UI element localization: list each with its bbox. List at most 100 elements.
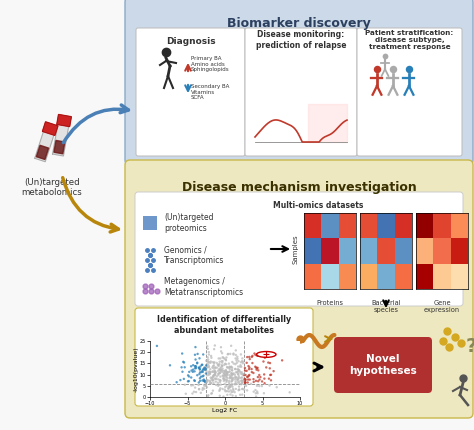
Y-axis label: -log10(pvalue): -log10(pvalue) xyxy=(133,346,138,392)
Point xyxy=(194,350,201,357)
Point xyxy=(211,369,219,376)
Point xyxy=(210,372,217,379)
Point xyxy=(211,375,219,382)
Point xyxy=(220,368,228,375)
Point xyxy=(217,364,225,371)
Point xyxy=(206,377,214,384)
Point xyxy=(210,372,218,378)
Point xyxy=(224,385,232,392)
Point xyxy=(210,369,218,375)
Point xyxy=(221,371,229,378)
Point xyxy=(236,375,244,381)
Point xyxy=(214,382,222,389)
Polygon shape xyxy=(36,145,49,160)
Point xyxy=(153,342,161,349)
Point xyxy=(200,378,208,384)
Text: Novel
hypotheses: Novel hypotheses xyxy=(349,354,417,376)
Point xyxy=(231,389,238,396)
Point xyxy=(267,372,275,378)
Point xyxy=(266,372,274,378)
Point xyxy=(245,372,253,379)
Point xyxy=(250,376,257,383)
Point xyxy=(237,369,245,375)
Point xyxy=(227,387,235,394)
Point xyxy=(208,390,216,396)
Point xyxy=(237,374,245,381)
Point xyxy=(204,364,211,371)
Point xyxy=(191,378,199,384)
Point xyxy=(184,378,192,385)
Point xyxy=(255,372,263,378)
Point xyxy=(225,378,233,384)
Point xyxy=(230,350,237,357)
Point xyxy=(228,374,235,381)
Point xyxy=(226,382,233,389)
Point xyxy=(211,368,219,375)
Point xyxy=(223,378,230,385)
Point xyxy=(190,388,198,395)
Point xyxy=(239,378,247,385)
Point xyxy=(228,389,235,396)
Point xyxy=(220,374,228,381)
Point xyxy=(204,358,212,365)
Point xyxy=(228,342,235,349)
Point xyxy=(217,373,224,380)
Point xyxy=(204,393,212,399)
Point xyxy=(219,385,227,392)
Text: Disease mechanism investigation: Disease mechanism investigation xyxy=(182,181,416,194)
Point xyxy=(193,360,201,367)
Point xyxy=(229,386,237,393)
Point xyxy=(210,365,217,372)
Point xyxy=(238,377,246,384)
Point xyxy=(266,365,273,372)
Point xyxy=(224,350,232,357)
Point xyxy=(235,386,243,393)
Point xyxy=(190,362,197,369)
Point xyxy=(226,366,234,372)
Point xyxy=(199,377,206,384)
Point xyxy=(232,361,239,368)
Point xyxy=(238,378,246,385)
Point xyxy=(252,387,259,393)
Point xyxy=(236,391,244,398)
Point xyxy=(242,382,250,389)
Point xyxy=(195,364,202,371)
Point xyxy=(261,354,269,361)
Point xyxy=(239,358,247,365)
Point xyxy=(226,379,233,386)
Point xyxy=(221,376,229,383)
Point xyxy=(200,372,207,379)
Point xyxy=(204,372,211,378)
Text: Multi-omics datasets: Multi-omics datasets xyxy=(273,200,363,209)
Point xyxy=(219,372,227,379)
Point xyxy=(237,359,245,366)
Point xyxy=(180,375,188,382)
Point xyxy=(223,371,231,378)
Text: Bacterial
species: Bacterial species xyxy=(371,300,401,313)
Point xyxy=(210,362,217,369)
Point xyxy=(222,367,230,374)
Point xyxy=(190,366,197,373)
Point xyxy=(215,370,223,377)
FancyBboxPatch shape xyxy=(135,308,313,406)
Point xyxy=(202,383,210,390)
Point xyxy=(251,350,258,357)
Point xyxy=(232,374,240,381)
Point xyxy=(209,359,217,366)
Text: Diagnosis: Diagnosis xyxy=(166,37,215,46)
Point xyxy=(224,369,231,376)
Point xyxy=(256,374,264,381)
Point xyxy=(191,351,199,358)
Point xyxy=(232,378,239,385)
Point xyxy=(238,377,246,384)
Point xyxy=(191,368,199,375)
Point xyxy=(197,390,205,396)
Point xyxy=(218,369,226,375)
Polygon shape xyxy=(53,117,70,156)
Point xyxy=(234,363,242,370)
Point xyxy=(229,375,237,381)
Point xyxy=(189,369,197,375)
Point xyxy=(197,363,204,370)
Point xyxy=(238,371,246,378)
Point xyxy=(247,380,255,387)
